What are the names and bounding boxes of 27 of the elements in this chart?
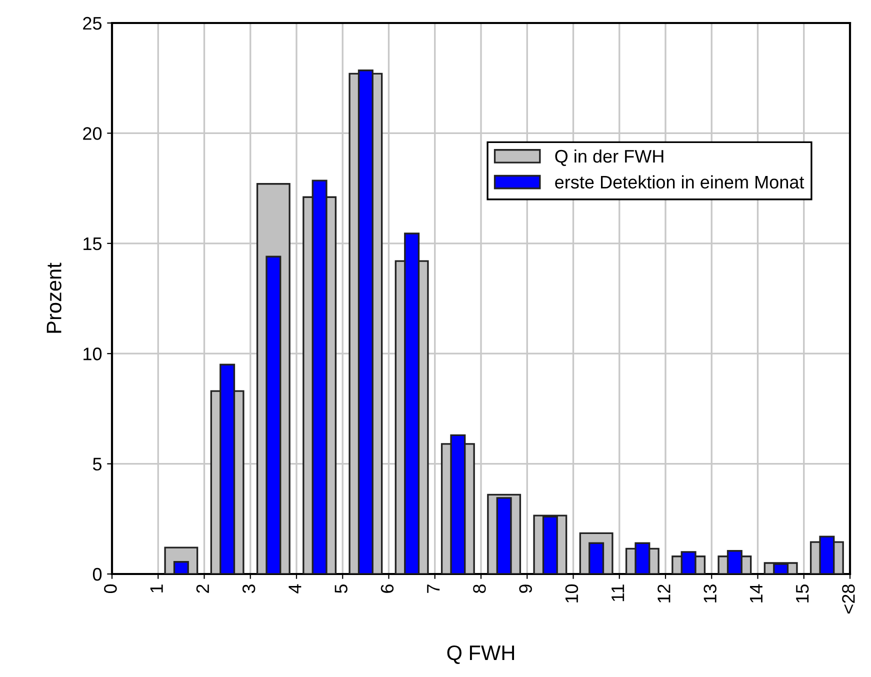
y-tick-label: 10 bbox=[84, 348, 102, 360]
x-tick-label: 4 bbox=[288, 584, 302, 594]
x-tick-label: 0 bbox=[104, 584, 117, 594]
x-axis-title: Q FWH bbox=[447, 645, 514, 664]
x-tick-label: 9 bbox=[519, 584, 532, 593]
y-tick-label: 25 bbox=[83, 16, 102, 30]
y-tick-label: 0 bbox=[92, 568, 102, 581]
x-tick-label: <28 bbox=[842, 584, 855, 614]
x-tick-label: 14 bbox=[750, 584, 762, 602]
y-axis-title: Prozent bbox=[46, 262, 62, 333]
legend-label: erste Detektion in einem Monat bbox=[555, 175, 804, 189]
x-tick-label: 13 bbox=[704, 584, 716, 602]
x-tick-label: 12 bbox=[658, 584, 670, 602]
x-tick-label: 8 bbox=[473, 584, 486, 593]
y-tick-label: 5 bbox=[92, 458, 102, 471]
x-tick-label: 6 bbox=[380, 584, 394, 593]
legend-label: Q in der FWH bbox=[555, 149, 664, 166]
y-tick-label: 20 bbox=[83, 127, 102, 140]
x-tick-label: 11 bbox=[612, 584, 624, 602]
y-tick-label: 15 bbox=[84, 238, 102, 250]
x-tick-label: 1 bbox=[150, 584, 163, 592]
x-tick-label: 15 bbox=[796, 584, 809, 602]
x-tick-label: 5 bbox=[334, 584, 348, 594]
x-tick-label: 10 bbox=[565, 584, 578, 602]
x-tick-label: 2 bbox=[196, 584, 209, 593]
x-tick-label: 3 bbox=[242, 584, 256, 594]
x-tick-label: 7 bbox=[427, 584, 440, 593]
